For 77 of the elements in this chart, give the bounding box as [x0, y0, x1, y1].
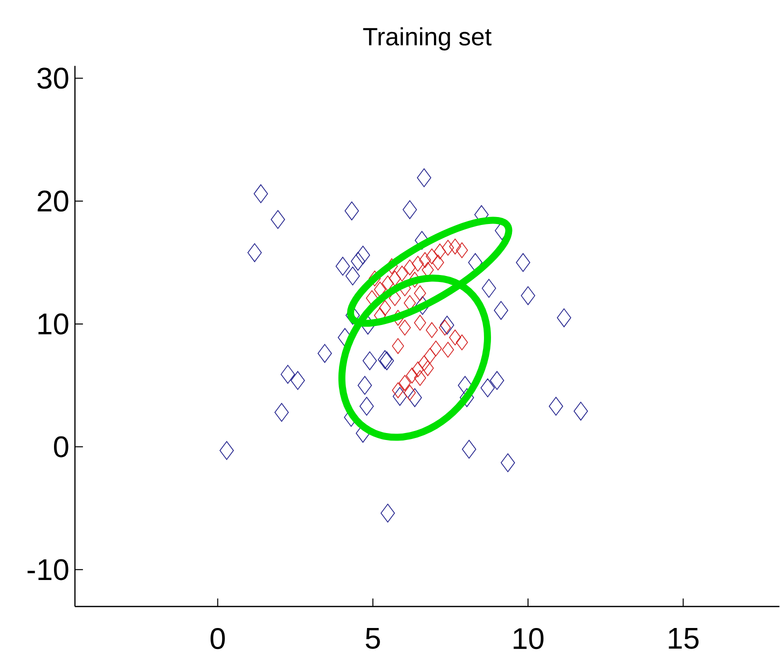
point [426, 322, 438, 338]
point [356, 246, 370, 264]
point [556, 308, 572, 327]
point [374, 281, 386, 298]
x-tick-label: 10 [514, 628, 544, 649]
x-tick-label: 5 [366, 628, 380, 649]
point [220, 440, 234, 460]
point [254, 184, 268, 203]
point [398, 320, 411, 336]
point [280, 364, 295, 384]
point [548, 396, 564, 416]
point [247, 243, 262, 262]
point [449, 238, 462, 254]
point [398, 374, 411, 391]
point [270, 210, 286, 229]
point [290, 370, 305, 390]
point [392, 338, 404, 354]
point [360, 396, 374, 416]
point [358, 376, 372, 395]
y-tick-label: 0 [54, 436, 68, 458]
point [396, 265, 408, 282]
point [350, 252, 366, 270]
point [432, 254, 444, 270]
y-tick-label: -10 [28, 558, 68, 580]
point [434, 243, 446, 260]
point [274, 402, 289, 422]
point [388, 270, 401, 286]
point [494, 300, 508, 320]
point [438, 320, 451, 336]
point [482, 278, 496, 298]
point [412, 361, 424, 378]
point [404, 294, 416, 311]
point [480, 378, 495, 397]
point [344, 201, 359, 220]
point [412, 256, 424, 272]
point [422, 360, 434, 376]
point [490, 370, 504, 390]
point [318, 344, 332, 363]
point [456, 334, 468, 350]
point [574, 402, 588, 420]
point [418, 252, 432, 268]
point [404, 259, 416, 276]
point [406, 367, 418, 384]
point [418, 355, 430, 371]
y-tick-label: 30 [37, 67, 68, 89]
point [414, 285, 426, 301]
point [520, 286, 536, 305]
point [414, 314, 426, 330]
point [378, 300, 391, 316]
point [449, 329, 462, 346]
point [430, 340, 442, 356]
x-tick-label: 0 [210, 628, 225, 649]
x-tick-label: 15 [668, 628, 699, 649]
point [442, 342, 454, 358]
point [440, 316, 454, 334]
point [414, 370, 426, 386]
point [416, 168, 432, 187]
point [408, 388, 422, 407]
point [382, 275, 394, 292]
point [516, 252, 530, 272]
point [362, 351, 377, 370]
point [424, 348, 436, 364]
point [392, 382, 404, 398]
point [346, 266, 360, 286]
y-tick-label: 20 [38, 190, 68, 212]
point [442, 240, 454, 256]
chart-title: Training set [363, 27, 492, 50]
point [402, 200, 417, 219]
point [462, 440, 476, 458]
point [336, 256, 350, 276]
point [404, 384, 416, 400]
y-tick-label: 10 [38, 313, 68, 334]
point [456, 242, 468, 258]
point [380, 504, 395, 522]
point [426, 248, 438, 264]
point [392, 386, 408, 406]
point [500, 453, 516, 472]
